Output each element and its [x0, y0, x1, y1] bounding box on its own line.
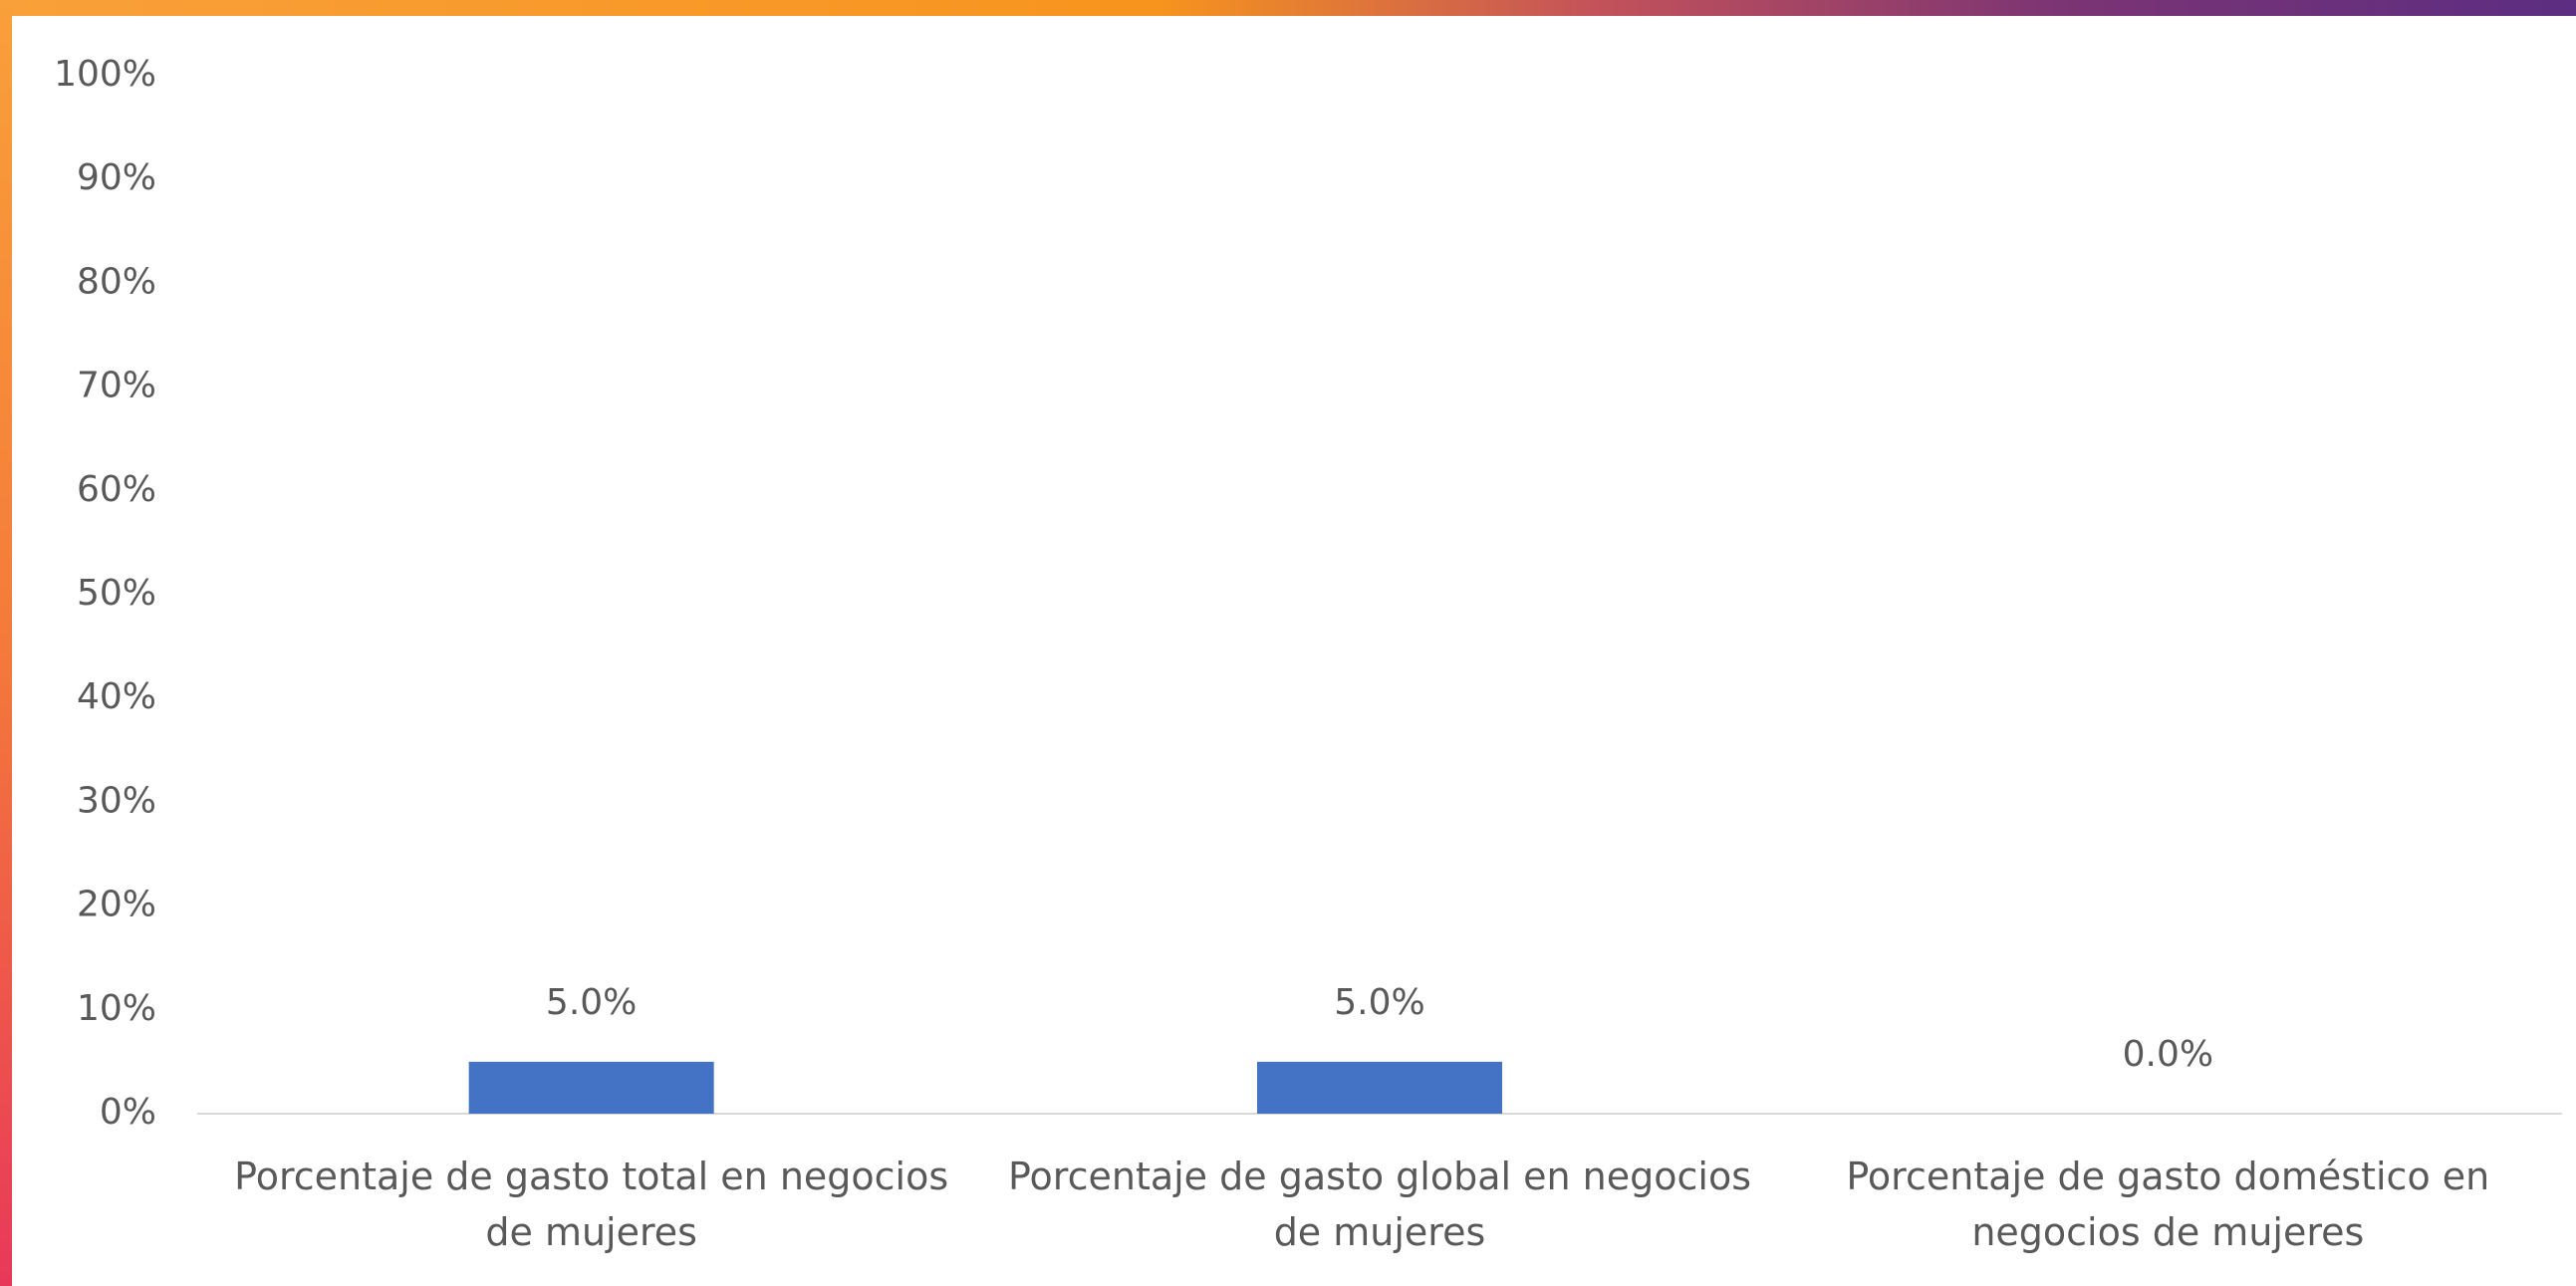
y-tick-label: 20%	[77, 885, 156, 925]
y-tick-label: 60%	[77, 469, 156, 510]
y-tick-label: 30%	[77, 780, 156, 821]
data-label: 5.0%	[546, 982, 637, 1023]
y-tick-label: 70%	[77, 366, 156, 406]
data-label: 5.0%	[1334, 982, 1424, 1023]
x-tick-label: Porcentaje de gasto global en negocios d…	[1007, 1155, 1751, 1254]
bar	[1257, 1061, 1502, 1114]
x-tick-label: Porcentaje de gasto doméstico en negocio…	[1846, 1155, 2490, 1254]
y-tick-label: 100%	[54, 54, 156, 95]
data-label: 0.0%	[2123, 1034, 2213, 1075]
frame-top	[0, 0, 2576, 16]
y-tick-label: 10%	[77, 988, 156, 1029]
bar	[468, 1061, 714, 1114]
frame-left	[0, 0, 12, 1286]
y-tick-label: 80%	[77, 261, 156, 302]
y-tick-label: 40%	[77, 676, 156, 717]
y-tick-label: 0%	[100, 1092, 156, 1133]
x-tick-label: Porcentaje de gasto total en negocios de…	[234, 1155, 949, 1254]
y-tick-label: 50%	[77, 573, 156, 614]
y-tick-label: 90%	[77, 157, 156, 198]
